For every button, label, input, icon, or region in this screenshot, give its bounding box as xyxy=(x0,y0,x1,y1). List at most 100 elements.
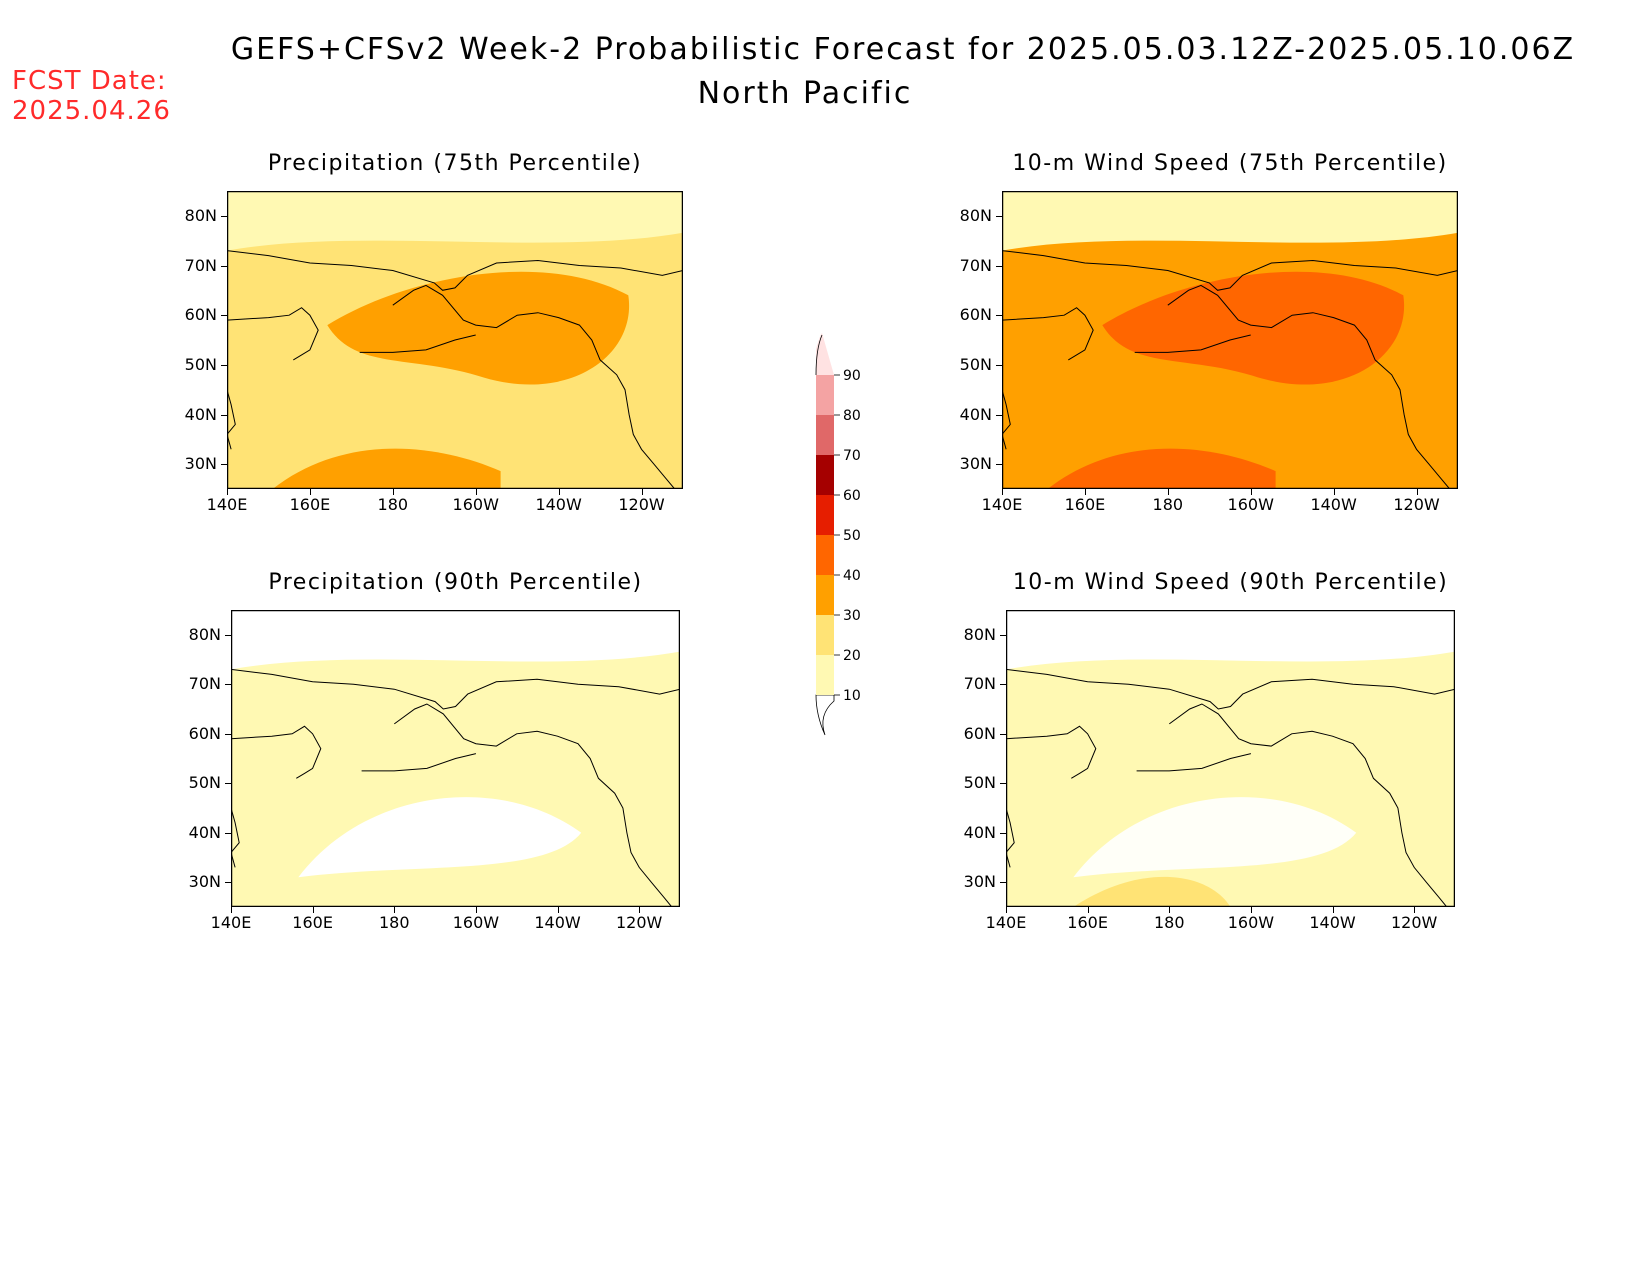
map-frame xyxy=(1002,191,1458,489)
latitude-tick xyxy=(221,315,227,317)
latitude-tick xyxy=(221,464,227,466)
map-plot-area xyxy=(227,191,683,489)
forecast-date-label: FCST Date: xyxy=(12,66,167,96)
longitude-tick-label: 160W xyxy=(452,495,499,514)
latitude-tick-label: 40N xyxy=(963,822,996,842)
colorbar-segment xyxy=(816,535,834,575)
latitude-tick xyxy=(1000,684,1006,686)
coastline xyxy=(1002,250,1458,291)
low-probability-region xyxy=(298,797,582,878)
longitude-tick-label: 160E xyxy=(289,495,331,514)
latitude-tick xyxy=(221,265,227,267)
longitude-tick xyxy=(1332,907,1334,913)
forecast-date-value: 2025.04.26 xyxy=(12,96,171,126)
latitude-tick xyxy=(996,315,1002,317)
arctic-shading xyxy=(1006,610,1455,670)
latitude-tick xyxy=(225,832,231,834)
latitude-tick-label: 30N xyxy=(963,872,996,892)
coastline xyxy=(1136,753,1252,772)
latitude-tick-label: 60N xyxy=(184,305,217,325)
longitude-tick-label: 160W xyxy=(1227,913,1275,932)
southern-high-region xyxy=(272,448,501,489)
longitude-tick xyxy=(1084,489,1086,495)
longitude-tick xyxy=(231,907,232,913)
longitude-tick-label: 120W xyxy=(1393,495,1440,514)
longitude-tick-label: 140E xyxy=(210,913,252,932)
longitude-tick-label: 140W xyxy=(534,913,581,932)
coastline xyxy=(1134,334,1251,353)
longitude-tick-label: 180 xyxy=(377,495,409,514)
map-frame xyxy=(227,191,683,489)
longitude-tick-label: 140W xyxy=(535,495,582,514)
southern-moderate-region xyxy=(1073,876,1231,907)
longitude-tick xyxy=(639,907,641,913)
colorbar-outline xyxy=(815,334,823,376)
latitude-tick-label: 70N xyxy=(959,255,992,275)
map-plot-area xyxy=(231,610,680,907)
panel-title: Precipitation (90th Percentile) xyxy=(268,570,643,595)
longitude-tick xyxy=(227,489,228,495)
longitude-tick xyxy=(1414,907,1416,913)
colorbar-segment xyxy=(816,415,834,455)
low-probability-region xyxy=(1073,797,1357,878)
longitude-tick xyxy=(1167,489,1169,495)
coastline xyxy=(1169,703,1448,907)
latitude-tick-label: 60N xyxy=(963,723,996,743)
latitude-tick-label: 60N xyxy=(959,305,992,325)
colorbar-tick-label: 20 xyxy=(843,648,861,664)
colorbar-legend: 10 20 30 40 50 60 70 80 90 xyxy=(815,333,861,736)
latitude-tick-label: 80N xyxy=(188,624,221,644)
latitude-tick xyxy=(996,414,1002,416)
coastline xyxy=(1002,389,1011,450)
latitude-tick xyxy=(1000,832,1006,834)
colorbar-segment xyxy=(816,615,834,655)
longitude-tick-label: 160E xyxy=(292,913,333,932)
panel-title: 10-m Wind Speed (75th Percentile) xyxy=(1012,151,1448,176)
longitude-tick xyxy=(1250,907,1252,913)
coastline xyxy=(359,334,476,353)
longitude-tick-label: 120W xyxy=(615,913,663,932)
arctic-shading xyxy=(231,610,680,670)
longitude-tick-label: 140E xyxy=(981,495,1023,514)
colorbar-segment xyxy=(816,495,834,535)
longitude-tick-label: 180 xyxy=(378,913,410,932)
arctic-shading xyxy=(1002,191,1458,251)
latitude-tick xyxy=(221,215,227,217)
latitude-tick xyxy=(225,684,231,686)
latitude-tick-label: 50N xyxy=(184,354,217,374)
map-plot-area xyxy=(1002,191,1458,489)
colorbar-segment xyxy=(816,375,834,415)
longitude-tick xyxy=(557,907,559,913)
latitude-tick-label: 30N xyxy=(184,454,217,474)
longitude-tick-label: 160E xyxy=(1064,495,1106,514)
coastline xyxy=(1006,668,1455,710)
panel-title: Precipitation (75th Percentile) xyxy=(267,151,643,176)
arctic-shading xyxy=(227,191,683,251)
colorbar-lower-extension xyxy=(815,694,835,736)
coastline xyxy=(227,307,319,361)
longitude-tick xyxy=(312,907,314,913)
latitude-tick-label: 50N xyxy=(959,354,992,374)
colorbar-tick-label: 70 xyxy=(843,448,861,464)
latitude-tick-label: 60N xyxy=(188,723,221,743)
latitude-tick-label: 80N xyxy=(184,205,217,225)
latitude-tick-label: 50N xyxy=(963,773,996,793)
longitude-tick-label: 120W xyxy=(1390,913,1438,932)
longitude-tick xyxy=(1087,907,1089,913)
latitude-tick xyxy=(996,265,1002,267)
coastline xyxy=(1167,284,1451,489)
colorbar-tick-label: 40 xyxy=(843,568,861,584)
latitude-tick-label: 40N xyxy=(188,822,221,842)
latitude-tick-label: 80N xyxy=(963,624,996,644)
longitude-tick xyxy=(1169,907,1171,913)
coastline xyxy=(231,668,680,710)
panel-title: 10-m Wind Speed (90th Percentile) xyxy=(1012,570,1449,595)
latitude-tick xyxy=(1000,733,1006,735)
colorbar-upper-extension xyxy=(816,333,834,375)
coastline xyxy=(392,284,676,489)
region-subtitle: North Pacific xyxy=(697,76,913,111)
map-frame xyxy=(231,610,680,907)
latitude-tick xyxy=(1000,783,1006,785)
southern-high-region xyxy=(1047,448,1276,489)
colorbar-tick-label: 80 xyxy=(843,408,861,424)
